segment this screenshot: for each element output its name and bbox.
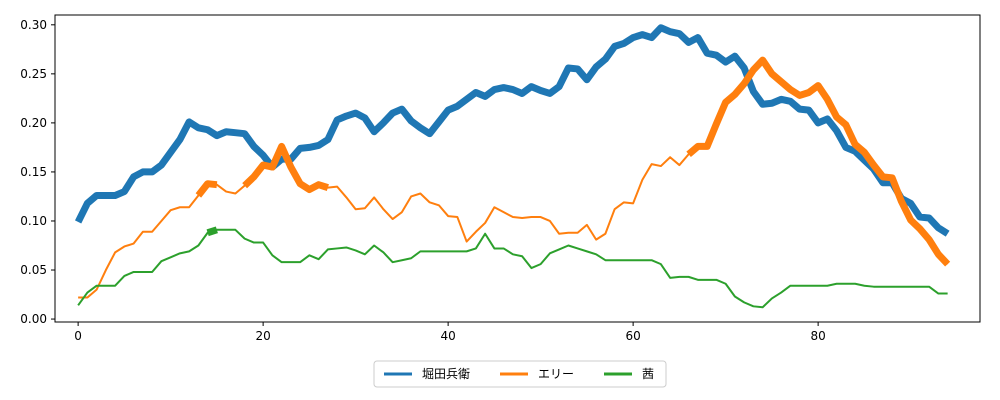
series-line-highlight [242,142,329,194]
y-tick-label: 0.15 [20,165,47,179]
y-tick-label: 0.20 [20,116,47,130]
x-axis: 0 20 40 60 80 [74,322,826,343]
y-axis: 0.00 0.05 0.10 0.15 0.20 0.25 0.30 [20,18,55,326]
x-tick-label: 80 [810,329,825,343]
series-line [77,228,948,309]
y-tick-label: 0.30 [20,18,47,32]
series-line-highlight [206,226,218,237]
x-tick-label: 60 [625,329,640,343]
legend-label: 堀田兵衛 [422,366,470,381]
x-tick-label: 40 [440,329,455,343]
series-3 [77,226,948,309]
legend-label: 茜 [642,367,654,381]
series-line-bold [74,24,950,237]
legend: 堀田兵衛 エリー 茜 [373,360,667,388]
series-layer [74,24,951,309]
series-1 [74,24,950,237]
plot-frame [54,14,981,323]
x-tick-label: 20 [255,329,270,343]
y-tick-label: 0.00 [20,312,47,326]
series-2 [78,56,951,299]
series-line-highlight [686,56,951,267]
y-tick-label: 0.05 [20,263,47,277]
y-tick-label: 0.25 [20,67,47,81]
legend-label: エリー [538,367,574,381]
x-tick-label: 0 [74,329,82,343]
series-line [78,59,949,299]
series-line-highlight [195,180,218,198]
y-tick-label: 0.10 [20,214,47,228]
